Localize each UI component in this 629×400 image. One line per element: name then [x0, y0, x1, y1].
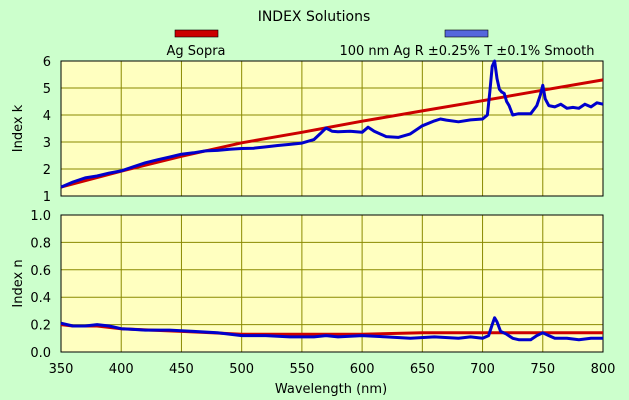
- x-tick-label: 600: [350, 362, 375, 377]
- y-tick-label-bottom: 1.0: [30, 209, 51, 224]
- y-axis-label-bottom: Index n: [11, 259, 26, 307]
- x-tick-label: 700: [470, 362, 495, 377]
- series-line-ag-sopra-top: [60, 78, 604, 189]
- y-tick-label-bottom: 0.2: [30, 319, 51, 334]
- y-tick-label-top: 6: [43, 55, 51, 70]
- x-tick-label: 450: [169, 362, 194, 377]
- series-line-measured-bottom: [60, 316, 603, 342]
- plot-area-top: [61, 61, 603, 196]
- top-plot-panel: 1 2 3 4 5 6 Index k: [11, 55, 604, 205]
- y-tick-label-top: 3: [43, 136, 51, 151]
- legend-swatch-ag-sopra: [174, 29, 219, 38]
- plot-frame-top: [60, 60, 604, 197]
- plot-frame-bottom: [60, 214, 604, 353]
- y-axis-label-top: Index k: [11, 104, 26, 152]
- chart-title: INDEX Solutions: [258, 9, 371, 25]
- legend-label-ag-sopra: Ag Sopra: [166, 44, 225, 59]
- x-tick-label: 550: [289, 362, 314, 377]
- x-tick-label: 650: [410, 362, 435, 377]
- bottom-plot-panel: 350 400 450 500 550 600 650 700 750 800 0.0 0.2 0.4 0…: [11, 209, 615, 377]
- legend-label-measured: 100 nm Ag R ±0.25% T ±0.1% Smooth: [339, 44, 594, 59]
- y-tick-label-top: 5: [43, 82, 51, 97]
- legend-swatch-measured: [444, 29, 489, 38]
- x-axis-label: Wavelength (nm): [275, 382, 387, 397]
- x-tick-label: 800: [591, 362, 616, 377]
- x-tick-label: 400: [109, 362, 134, 377]
- x-tick-label: 750: [530, 362, 555, 377]
- y-tick-label-bottom: 0.0: [30, 346, 51, 361]
- y-tick-label-bottom: 0.8: [30, 236, 51, 251]
- series-line-measured-top: [60, 59, 604, 189]
- y-tick-label-top: 1: [43, 190, 51, 205]
- y-tick-label-top: 4: [43, 109, 51, 124]
- y-tick-label-top: 2: [43, 163, 51, 178]
- legend: Ag Sopra 100 nm Ag R ±0.25% T ±0.1% Smoo…: [166, 29, 595, 59]
- y-tick-label-bottom: 0.6: [30, 264, 51, 279]
- y-tick-label-bottom: 0.4: [30, 291, 51, 306]
- x-tick-label: 500: [229, 362, 254, 377]
- x-tick-label: 350: [49, 362, 74, 377]
